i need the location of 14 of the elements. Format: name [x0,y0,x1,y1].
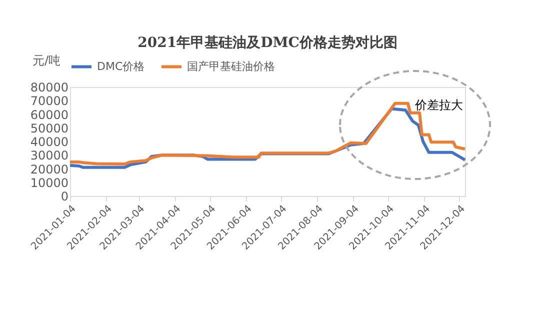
chart-title: 2021年甲基硅油及DMC价格走势对比图 [138,35,398,51]
y-tick-label: 20000 [30,162,68,176]
y-axis-title: 元/吨 [32,54,61,68]
y-tick-label: 0 [60,190,68,204]
y-tick-label: 10000 [30,176,68,190]
annotation: 价差拉大 [414,98,463,112]
legend-label: DMC价格 [97,60,145,73]
y-tick-label: 50000 [30,121,68,136]
y-tick-label: 80000 [30,80,68,94]
y-tick-label: 60000 [30,108,68,122]
y-tick-label: 40000 [30,135,68,149]
y-tick-label: 30000 [30,148,68,163]
y-tick-label: 70000 [30,94,68,108]
legend-label: 国产甲基硅油价格 [187,60,275,73]
